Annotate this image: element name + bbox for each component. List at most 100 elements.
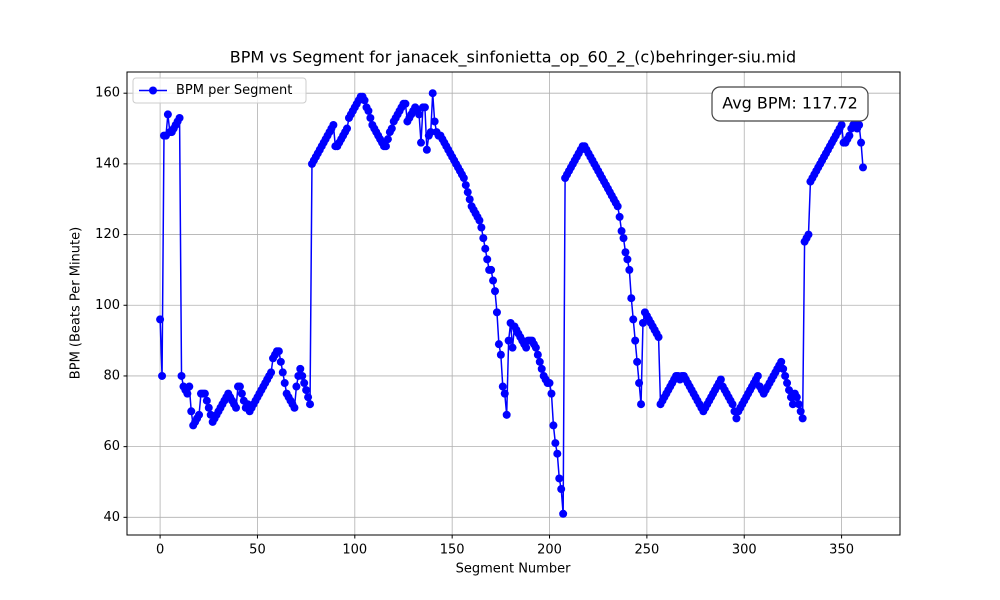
data-point [492, 308, 501, 317]
data-point [613, 202, 622, 211]
data-point [487, 265, 496, 274]
data-point [837, 121, 846, 130]
data-point [623, 255, 632, 264]
data-point [428, 89, 437, 98]
data-point [553, 449, 562, 458]
data-point [232, 403, 241, 412]
data-point [479, 234, 488, 243]
data-point [156, 315, 165, 324]
data-point [204, 403, 213, 412]
data-point [366, 113, 375, 122]
data-point [267, 368, 276, 377]
data-point [555, 474, 564, 483]
annotation: Avg BPM: 117.72 [711, 86, 869, 122]
data-point [183, 389, 192, 398]
data-point [716, 375, 725, 384]
data-point [638, 318, 647, 327]
data-point [496, 350, 505, 359]
data-point [329, 121, 338, 130]
data-point [292, 382, 301, 391]
data-point [798, 414, 807, 423]
x-axis-label: Segment Number [456, 562, 572, 577]
data-point [483, 255, 492, 264]
data-point [629, 315, 638, 324]
data-point [163, 110, 172, 119]
data-point [200, 389, 209, 398]
data-point [504, 336, 513, 345]
data-point [306, 400, 315, 409]
x-tick-label: 0 [156, 543, 164, 558]
data-point [195, 410, 204, 419]
data-point [422, 145, 431, 154]
data-point [792, 393, 801, 402]
data-point [364, 106, 373, 115]
data-point [300, 379, 309, 388]
legend-box [132, 77, 307, 104]
data-point [235, 382, 244, 391]
x-tick-label: 50 [249, 543, 266, 558]
data-point [549, 421, 558, 430]
x-tick-label: 200 [537, 543, 562, 558]
data-point [343, 124, 352, 133]
data-point [158, 371, 167, 380]
data-point [635, 379, 644, 388]
data-point [794, 400, 803, 409]
data-point [475, 216, 484, 225]
data-point [415, 110, 424, 119]
y-tick-label: 80 [103, 368, 120, 383]
annotation-box [711, 86, 869, 122]
data-point [654, 333, 663, 342]
data-point [296, 364, 305, 373]
data-point [617, 227, 626, 236]
plot-area [156, 89, 868, 518]
chart-title: BPM vs Segment for janacek_sinfonietta_o… [230, 48, 796, 68]
data-point [779, 364, 788, 373]
data-point [804, 230, 813, 239]
data-point [387, 124, 396, 133]
y-tick-label: 40 [103, 510, 120, 525]
data-point [633, 357, 642, 366]
data-point [637, 400, 646, 409]
data-point [420, 103, 429, 112]
data-point [533, 350, 542, 359]
data-point [502, 410, 511, 419]
data-point [276, 357, 285, 366]
annotation-text: Avg BPM: 117.72 [722, 94, 858, 113]
data-point [855, 121, 864, 130]
data-point [535, 357, 544, 366]
data-point [280, 379, 289, 388]
data-point [631, 336, 640, 345]
x-tick-label: 300 [732, 543, 757, 558]
data-point [463, 188, 472, 197]
data-point [621, 248, 630, 257]
legend-marker [149, 86, 157, 95]
data-point [461, 181, 470, 190]
data-point [237, 389, 246, 398]
x-tick-label: 100 [342, 543, 367, 558]
legend: BPM per Segment [132, 77, 307, 104]
data-point [494, 340, 503, 349]
data-point [302, 386, 311, 395]
data-point [785, 386, 794, 395]
data-point [500, 389, 509, 398]
y-tick-label: 60 [103, 439, 120, 454]
data-point [381, 142, 390, 151]
data-point [202, 396, 211, 405]
data-point [545, 379, 554, 388]
data-point [498, 382, 507, 391]
data-point [383, 135, 392, 144]
data-point [559, 509, 568, 518]
data-point [625, 265, 634, 274]
data-point [465, 195, 474, 204]
data-point [753, 371, 762, 380]
x-tick-label: 150 [440, 543, 465, 558]
data-point [788, 400, 797, 409]
y-axis-label: BPM (Beats Per Minute) [69, 227, 84, 379]
data-point [430, 117, 439, 126]
x-tick-label: 250 [634, 543, 659, 558]
legend-label: BPM per Segment [176, 83, 292, 98]
x-tick-label: 350 [829, 543, 854, 558]
ticks: 0 50 100 150 200 250 300 350 40 60 80 100 120 140 160 [95, 86, 854, 558]
